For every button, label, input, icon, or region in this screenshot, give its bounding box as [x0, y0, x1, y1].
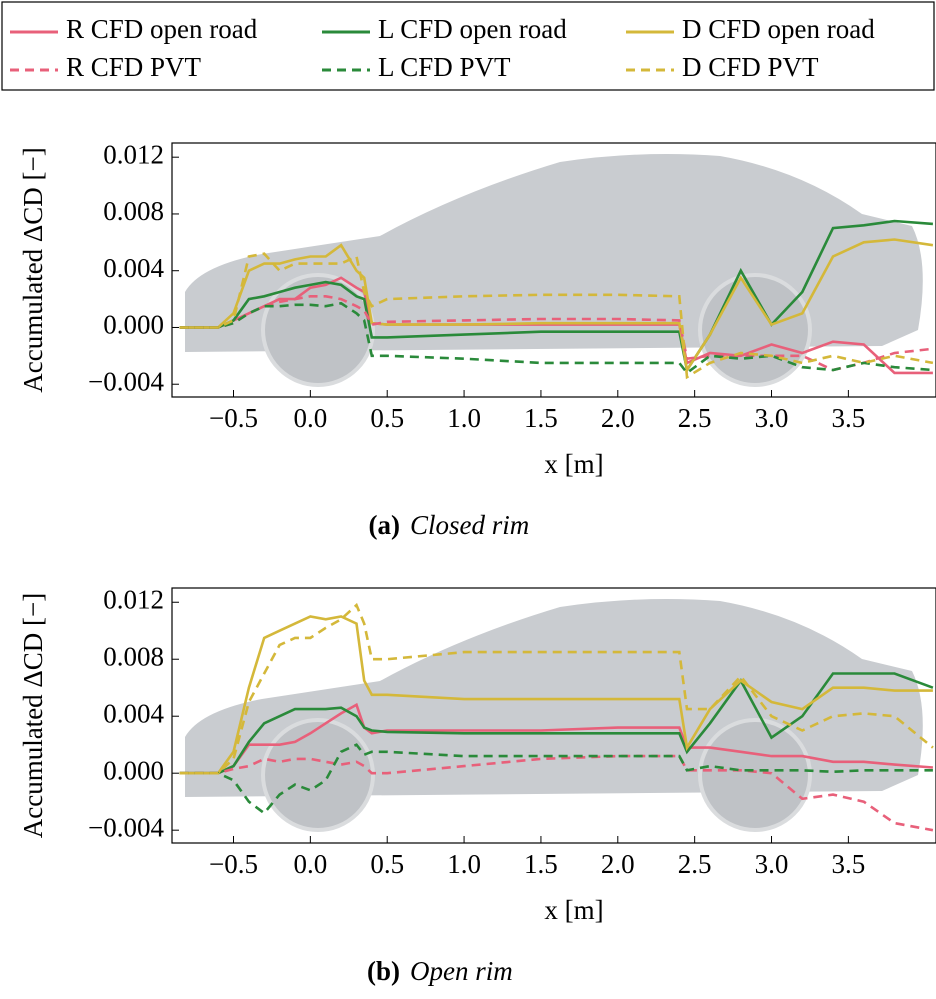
- x-tick-label: 2.5: [678, 403, 712, 433]
- x-tick-label: 1.5: [524, 849, 558, 879]
- y-axis-label: Accumulated ΔCD [−]: [18, 593, 48, 839]
- x-tick-label: 2.0: [601, 403, 635, 433]
- y-tick-label: 0.004: [103, 253, 164, 283]
- y-tick-label: 0.000: [103, 755, 164, 785]
- x-tick-label: 0.0: [293, 849, 327, 879]
- legend-box: [1, 1, 935, 91]
- y-tick-label: 0.000: [103, 310, 164, 340]
- x-tick-label: 2.5: [678, 849, 712, 879]
- legend-label: L CFD PVT: [378, 52, 511, 82]
- caption-label: (b): [367, 956, 400, 986]
- legend-label: L CFD open road: [378, 14, 567, 44]
- series-line: [179, 743, 933, 815]
- series-line: [179, 295, 934, 372]
- car-background: [183, 597, 925, 832]
- legend-label: R CFD PVT: [66, 52, 202, 82]
- y-tick-label: 0.008: [103, 641, 164, 671]
- legend-label: D CFD PVT: [682, 52, 819, 82]
- y-tick-label: −0.004: [88, 812, 164, 842]
- series-group: [179, 602, 934, 832]
- series-group: [179, 219, 934, 380]
- x-tick-label: 1.5: [524, 403, 558, 433]
- series-line: [179, 754, 934, 832]
- y-tick-label: −0.004: [88, 366, 164, 396]
- series-line: [179, 702, 933, 775]
- x-tick-label: −0.5: [209, 403, 258, 433]
- y-tick-label: 0.012: [103, 584, 164, 614]
- x-tick-label: 0.0: [293, 403, 327, 433]
- x-tick-label: 1.0: [447, 849, 481, 879]
- x-tick-label: −0.5: [209, 849, 258, 879]
- series-line: [179, 672, 934, 775]
- plot-frame: [171, 142, 936, 398]
- x-tick-label: 3.0: [755, 403, 789, 433]
- x-tick-label: 3.5: [832, 849, 866, 879]
- y-axis-label: Accumulated ΔCD [−]: [18, 147, 48, 393]
- x-tick-label: 2.0: [601, 849, 635, 879]
- x-axis-label: x [m]: [544, 449, 603, 479]
- series-line: [179, 301, 933, 375]
- x-axis-label: x [m]: [544, 895, 603, 925]
- series-line: [179, 615, 933, 775]
- caption: Closed rim: [410, 510, 529, 540]
- legend-label: R CFD open road: [66, 14, 258, 44]
- x-tick-label: 3.0: [755, 849, 789, 879]
- y-tick-label: 0.012: [103, 139, 164, 169]
- caption: Open rim: [410, 956, 513, 986]
- x-tick-label: 3.5: [832, 403, 866, 433]
- y-tick-label: 0.004: [103, 698, 164, 728]
- x-tick-label: 1.0: [447, 403, 481, 433]
- series-line: [179, 219, 933, 374]
- y-tick-label: 0.008: [103, 196, 164, 226]
- plot-frame: [171, 587, 936, 844]
- series-line: [179, 238, 934, 374]
- caption-label: (a): [369, 510, 400, 540]
- x-tick-label: 0.5: [370, 403, 404, 433]
- series-line: [179, 252, 934, 380]
- x-tick-label: 0.5: [370, 849, 404, 879]
- legend-label: D CFD open road: [682, 14, 875, 44]
